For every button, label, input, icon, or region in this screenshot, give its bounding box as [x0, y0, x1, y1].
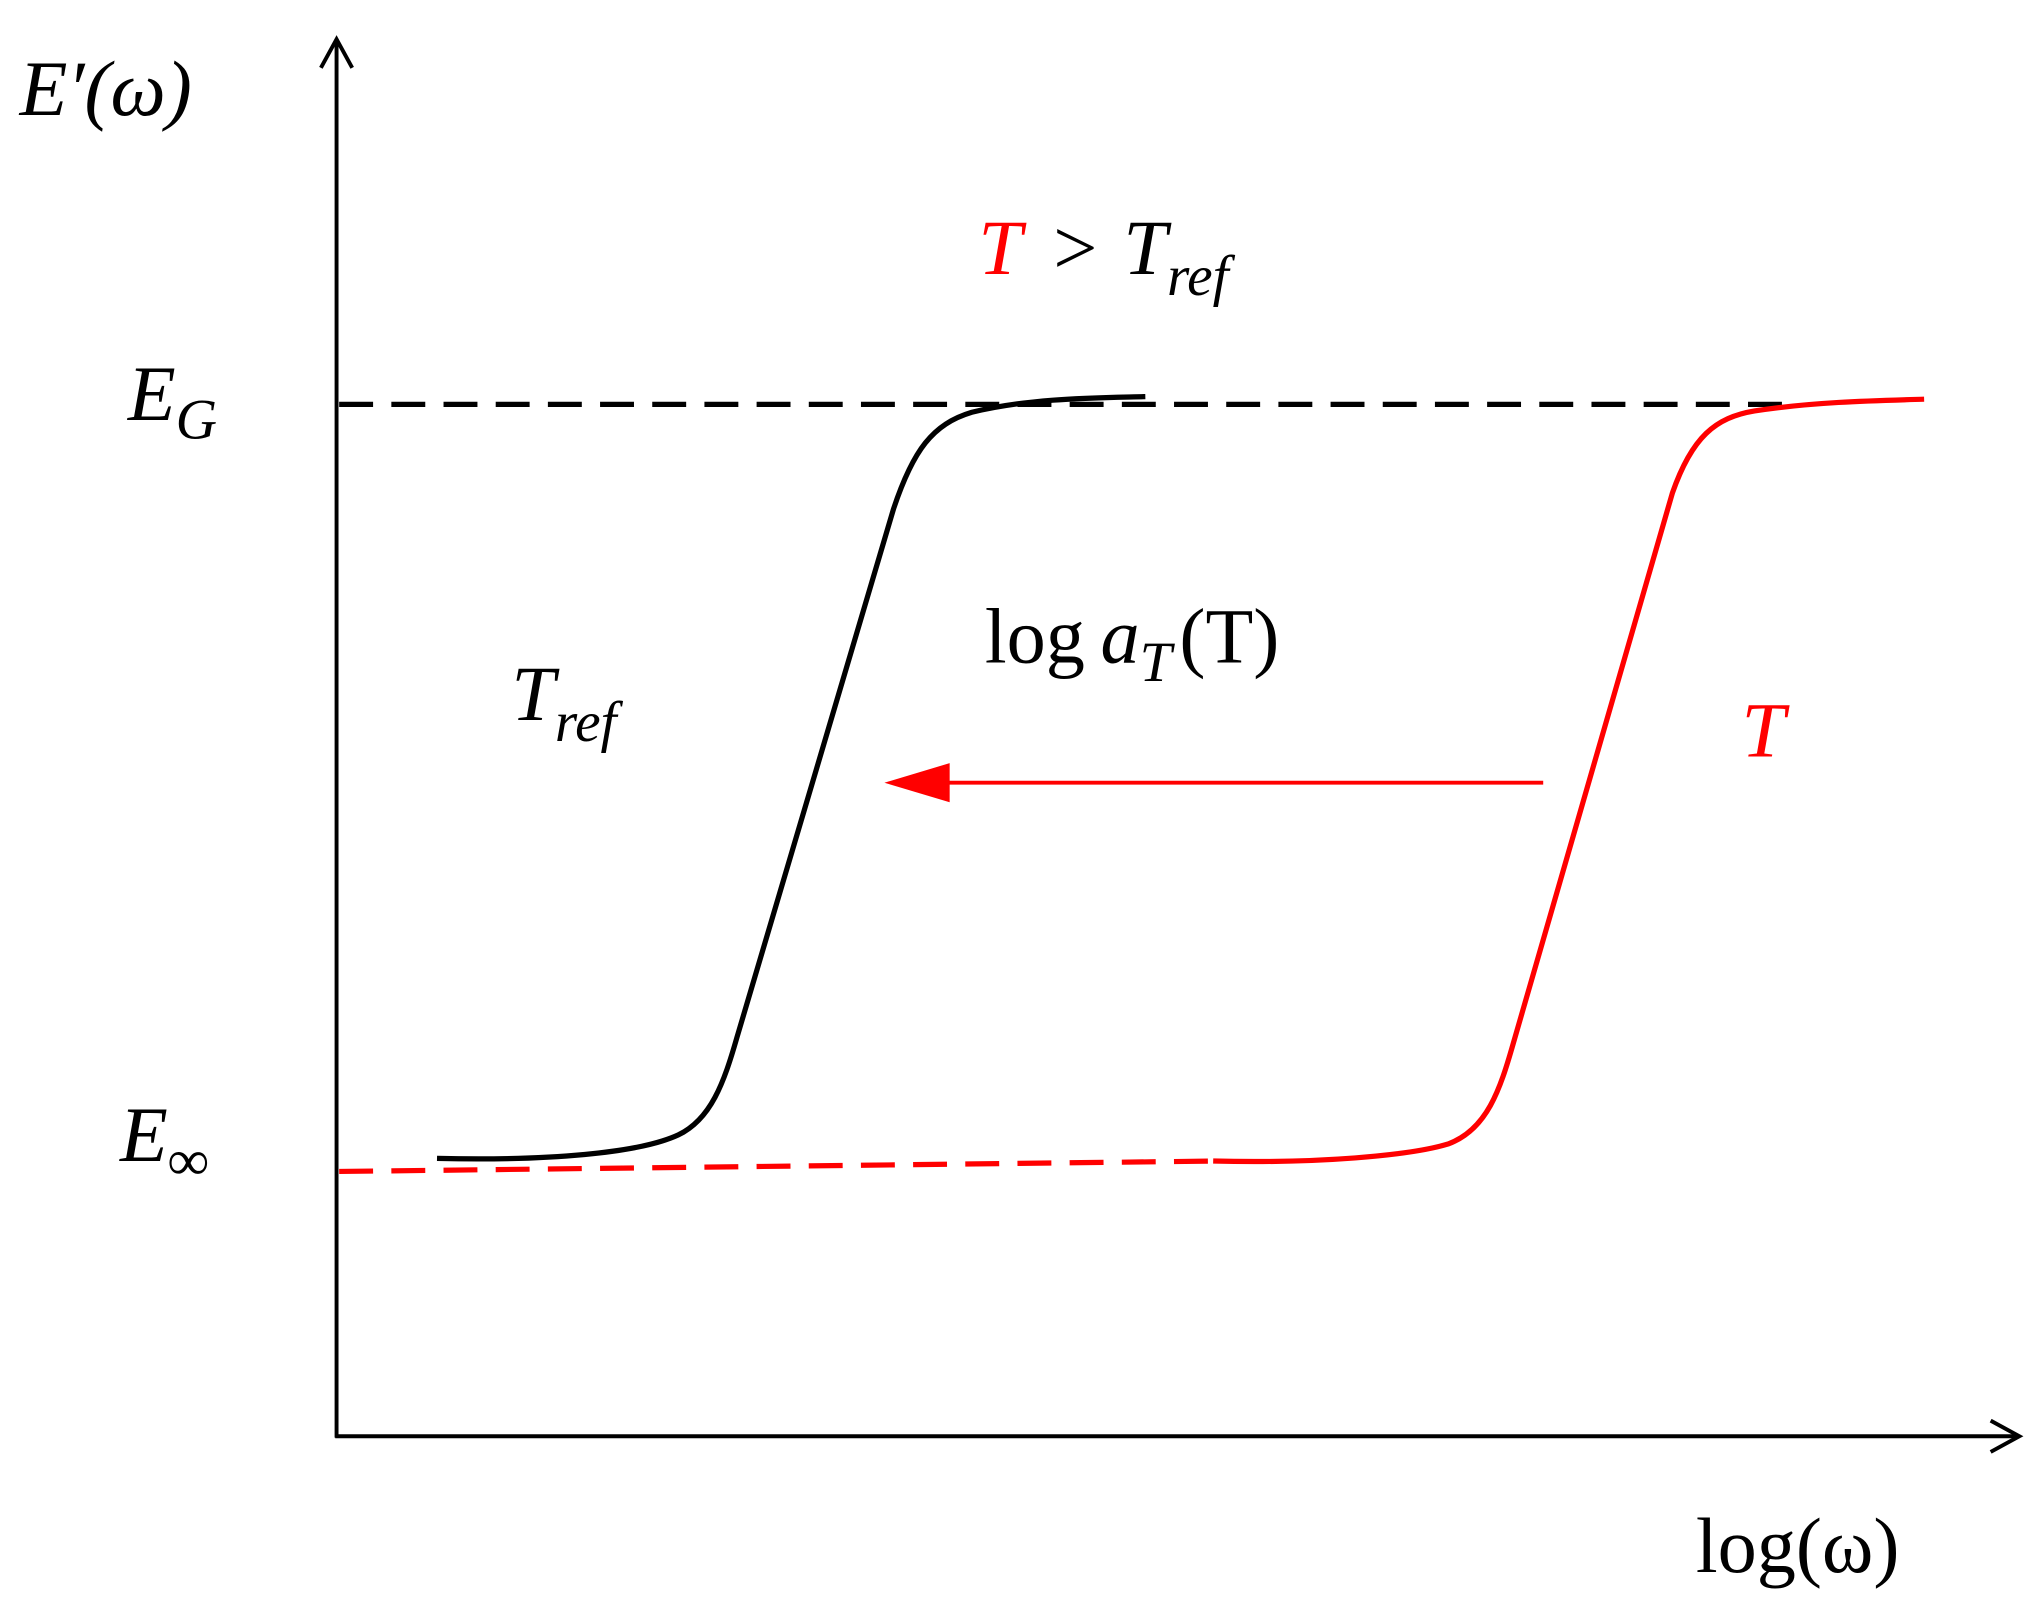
- y-axis-label-text: E′(ω): [19, 45, 192, 132]
- hot-temperature: T: [978, 204, 1027, 291]
- reference-curve-label: Tref: [511, 650, 623, 754]
- x-axis-label: log(ω): [1696, 1502, 1900, 1589]
- condition-label: T > Tref: [978, 204, 1235, 308]
- symbol: a: [1101, 593, 1140, 680]
- shift-arrow-head: [884, 763, 950, 803]
- x-axis-arrow: [1989, 1418, 2024, 1454]
- shifted-curve-label: T: [1741, 687, 1790, 774]
- symbol: E: [119, 1091, 168, 1178]
- subscript: T: [1140, 631, 1176, 694]
- subscript: ∞: [168, 1129, 209, 1192]
- subscript: ref: [555, 691, 624, 754]
- subscript: G: [176, 388, 217, 451]
- argument: (T): [1179, 593, 1279, 680]
- prefix: log: [985, 593, 1085, 680]
- symbol: T: [1123, 204, 1172, 291]
- shifted-curve: [1213, 396, 1925, 1165]
- rubbery-level-line: [339, 1158, 1220, 1175]
- subscript: ref: [1167, 245, 1236, 308]
- operator: >: [1053, 204, 1097, 291]
- y-axis-label: E′(ω): [19, 45, 192, 132]
- shift-label: log aT (T): [985, 593, 1279, 694]
- y-axis-arrow: [319, 35, 354, 69]
- reference-curve: [436, 393, 1146, 1162]
- rubbery-level-label: E∞: [119, 1091, 209, 1192]
- symbol: T: [511, 650, 560, 737]
- glassy-level-label: EG: [127, 350, 217, 451]
- symbol: E: [127, 350, 176, 437]
